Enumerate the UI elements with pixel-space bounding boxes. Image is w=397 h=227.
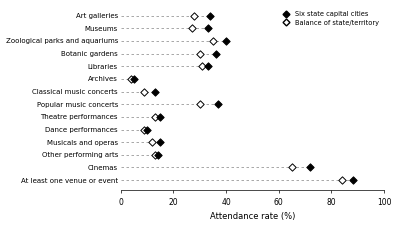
Point xyxy=(204,27,211,30)
Point xyxy=(199,64,206,68)
Point xyxy=(223,39,229,43)
Point xyxy=(128,77,135,81)
Point xyxy=(157,140,164,144)
Point xyxy=(152,153,158,157)
Point xyxy=(212,52,219,55)
Point xyxy=(307,166,314,169)
Point xyxy=(197,102,203,106)
X-axis label: Attendance rate (%): Attendance rate (%) xyxy=(210,212,295,222)
Point xyxy=(197,52,203,55)
Point xyxy=(289,166,295,169)
Legend: Six state capital cities, Balance of state/territory: Six state capital cities, Balance of sta… xyxy=(277,9,381,27)
Point xyxy=(215,102,222,106)
Point xyxy=(154,153,161,157)
Point xyxy=(349,178,356,182)
Point xyxy=(204,64,211,68)
Point xyxy=(207,14,214,17)
Point xyxy=(191,14,198,17)
Point xyxy=(152,90,158,93)
Point xyxy=(189,27,195,30)
Point xyxy=(141,128,148,131)
Point xyxy=(152,115,158,119)
Point xyxy=(131,77,137,81)
Point xyxy=(210,39,216,43)
Point xyxy=(141,90,148,93)
Point xyxy=(157,115,164,119)
Point xyxy=(144,128,150,131)
Point xyxy=(149,140,156,144)
Point xyxy=(339,178,345,182)
